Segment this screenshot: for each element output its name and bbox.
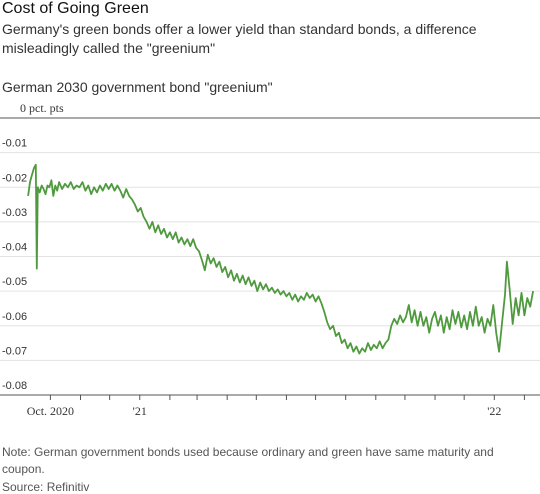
- grid-lines: [0, 117, 540, 396]
- y-tick-label-4: -0.04: [2, 242, 27, 254]
- y-tick-label-1: -0.01: [2, 138, 27, 150]
- series-layer: [27, 163, 534, 355]
- y-tick-label-3: -0.03: [2, 207, 27, 219]
- y-tick-label-0: 0 pct. pts: [20, 101, 64, 115]
- chart-title: German 2030 government bond "greenium": [2, 79, 273, 95]
- greenium-line-chart: 0 pct. pts -0.01 -0.02 -0.03 -0.04 -0.05 -0.06…: [0, 101, 540, 418]
- page-subtitle: Germany's green bonds offer a lower yiel…: [2, 21, 477, 56]
- x-axis: Oct. 2020 '21 '22: [27, 395, 525, 418]
- y-axis-labels: 0 pct. pts -0.01 -0.02 -0.03 -0.04 -0.05 -0.06…: [2, 101, 64, 392]
- chart-source: Source: Refinitiv: [2, 480, 90, 494]
- y-tick-label-8: -0.08: [2, 380, 27, 392]
- chart-note: Note: German government bonds used becau…: [2, 445, 494, 476]
- y-tick-label-7: -0.07: [2, 345, 27, 357]
- x-tick-label-0: Oct. 2020: [27, 404, 74, 418]
- y-tick-label-5: -0.05: [2, 276, 27, 288]
- series-line-0: [27, 163, 534, 355]
- page-title: Cost of Going Green: [2, 0, 149, 17]
- y-tick-label-2: -0.02: [2, 172, 27, 184]
- x-tick-label-1: '21: [133, 404, 147, 418]
- x-tick-label-2: '22: [487, 404, 501, 418]
- y-tick-label-6: -0.06: [2, 311, 27, 323]
